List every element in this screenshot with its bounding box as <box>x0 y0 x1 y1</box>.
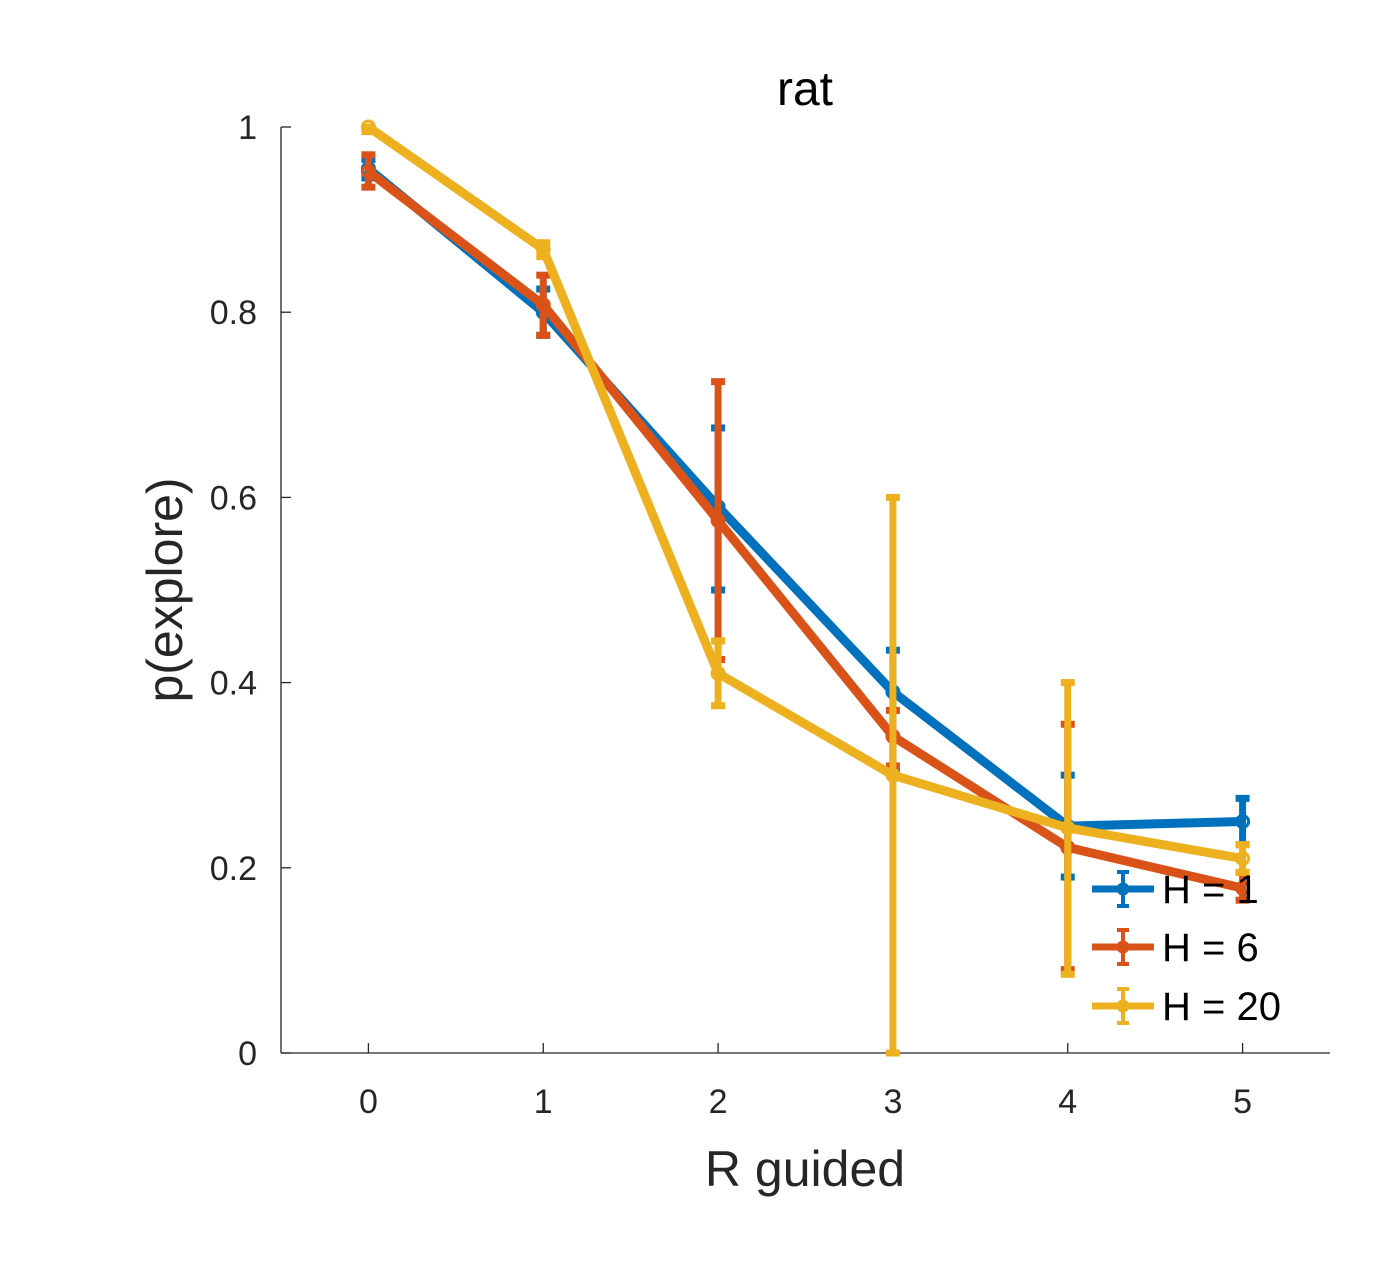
y-tick-label: 0.6 <box>210 479 257 517</box>
x-tick-label: 1 <box>534 1083 553 1121</box>
chart-title: rat <box>777 63 833 116</box>
x-tick-label: 0 <box>359 1083 378 1121</box>
y-tick-label: 1 <box>238 109 257 147</box>
legend-marker <box>1116 999 1130 1013</box>
x-tick-label: 5 <box>1233 1083 1252 1121</box>
legend: H = 1 H = 6 H = 20 <box>1092 868 1281 1029</box>
data-point <box>360 163 376 179</box>
legend-marker <box>1116 882 1130 896</box>
legend-label: H = 20 <box>1162 985 1281 1029</box>
data-point <box>535 297 551 313</box>
y-ticks: 0 0.2 0.4 0.6 0.8 1 <box>210 109 291 1073</box>
y-tick-label: 0.4 <box>210 665 257 703</box>
legend-label: H = 1 <box>1162 868 1259 912</box>
legend-item: H = 6 <box>1092 926 1259 970</box>
data-point <box>1235 880 1251 896</box>
legend-item: H = 20 <box>1092 985 1281 1029</box>
y-tick-label: 0.2 <box>210 850 257 888</box>
x-tick-label: 3 <box>883 1083 902 1121</box>
series-line <box>365 167 1244 893</box>
data-point <box>535 241 551 257</box>
data-point <box>710 513 726 529</box>
x-axis-label: R guided <box>705 1141 905 1197</box>
data-point <box>1060 820 1076 836</box>
data-point <box>885 767 901 783</box>
series-3 <box>360 119 1251 1057</box>
x-tick-label: 2 <box>709 1083 728 1121</box>
y-axis-label: p(explore) <box>137 477 193 702</box>
axes <box>280 127 1330 1054</box>
data-point <box>1235 851 1251 867</box>
x-ticks: 0 1 2 3 4 5 <box>359 1043 1252 1121</box>
x-tick-label: 4 <box>1058 1083 1077 1121</box>
y-tick-label: 0.8 <box>210 294 257 332</box>
data-point <box>360 119 376 135</box>
series-line <box>365 165 1243 831</box>
y-tick-label: 0 <box>238 1035 257 1073</box>
legend-marker <box>1116 940 1130 954</box>
data-point <box>1235 814 1251 829</box>
legend-label: H = 6 <box>1162 926 1259 970</box>
series-layer <box>360 119 1251 1057</box>
series-line <box>365 123 1244 863</box>
legend-item: H = 1 <box>1092 868 1259 912</box>
data-point <box>710 665 726 681</box>
